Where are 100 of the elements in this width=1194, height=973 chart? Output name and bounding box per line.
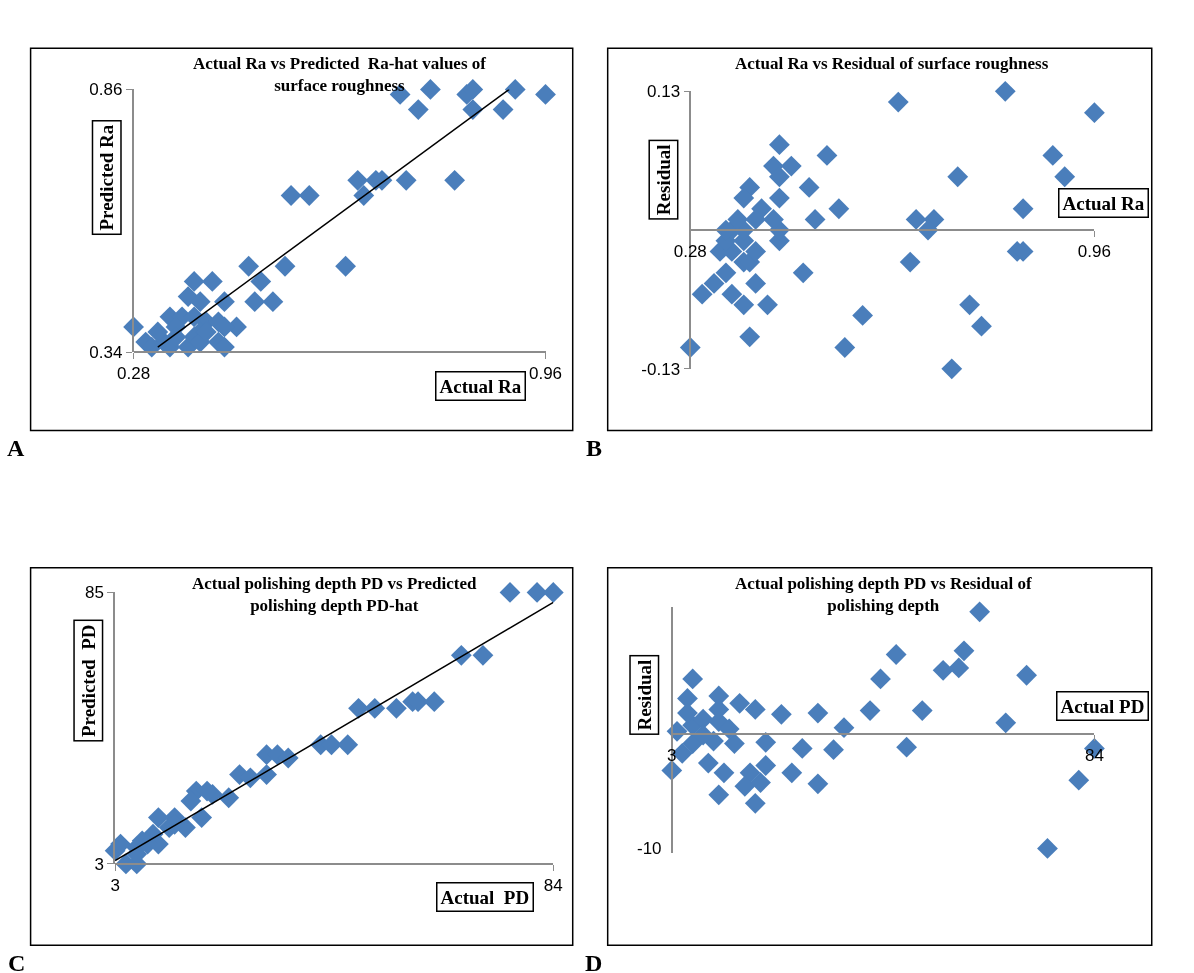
point (250, 271, 272, 292)
point (682, 733, 704, 754)
text: B (586, 435, 603, 461)
point (542, 581, 564, 603)
point (911, 700, 933, 722)
point (180, 790, 202, 812)
point (677, 702, 698, 724)
point (852, 305, 874, 326)
point (420, 79, 441, 100)
point (755, 731, 777, 753)
x-axis-title: Actual Ra (439, 375, 522, 397)
point (682, 668, 704, 690)
y-tick-label: 85 (85, 583, 104, 603)
point (807, 773, 829, 795)
point (1068, 769, 1090, 791)
point (1054, 166, 1076, 188)
y-axis-title: Predicted PD (77, 624, 99, 738)
point (763, 209, 784, 230)
point (770, 703, 792, 725)
point (870, 668, 891, 690)
y-tick-label: 0.34 (89, 343, 123, 363)
point (941, 358, 963, 380)
point (677, 688, 698, 709)
chart-title: Actual Ra vs Residual of surface roughness (735, 54, 1049, 73)
point (1016, 664, 1037, 686)
point (969, 601, 991, 623)
point (713, 762, 735, 784)
point (274, 255, 296, 277)
point (905, 209, 927, 230)
point (526, 581, 548, 603)
point (948, 657, 970, 679)
point (887, 91, 909, 113)
point (504, 79, 526, 100)
point (792, 262, 814, 284)
point (769, 166, 790, 188)
point (953, 640, 975, 662)
point (262, 291, 284, 313)
point (280, 185, 302, 206)
point (238, 255, 260, 277)
point (189, 291, 211, 313)
point (959, 294, 981, 316)
point (703, 273, 725, 294)
point (535, 84, 556, 105)
point (423, 691, 445, 713)
point (755, 755, 777, 776)
y-tick-label: 3 (94, 854, 104, 874)
point (739, 762, 761, 784)
point (750, 772, 771, 793)
x-tick-label: 0.28 (117, 364, 151, 384)
point (971, 315, 992, 337)
point (823, 739, 844, 761)
chart-title: Actual Ra vs Predicted Ra-hat values of surface roughness (193, 54, 487, 96)
point (816, 144, 838, 166)
point (337, 734, 359, 756)
text: C (8, 950, 26, 973)
point (807, 702, 829, 724)
point (472, 644, 494, 666)
point (1012, 198, 1034, 220)
point (201, 271, 223, 292)
point (744, 792, 766, 814)
point (407, 99, 429, 121)
point (499, 581, 521, 603)
point (191, 807, 213, 828)
point (781, 762, 803, 784)
point (994, 80, 1016, 102)
point (729, 692, 751, 714)
point (715, 262, 737, 284)
point (353, 185, 375, 206)
point (444, 169, 466, 191)
point (183, 271, 205, 292)
point (734, 775, 756, 797)
text: A (7, 435, 25, 461)
point (885, 644, 907, 665)
point (995, 712, 1017, 734)
point (244, 291, 266, 313)
x-tick-label: 0.96 (528, 364, 563, 384)
point (791, 738, 813, 759)
point (947, 166, 969, 188)
point (450, 644, 472, 666)
text: D (585, 950, 603, 973)
point (347, 169, 369, 191)
y-tick-label: -0.13 (641, 359, 681, 379)
x-axis-title: Actual PD (1060, 695, 1145, 717)
point (745, 273, 767, 294)
point (744, 699, 766, 720)
point (769, 187, 790, 209)
point (896, 736, 917, 758)
y-axis-title: Residual (652, 144, 674, 216)
y-axis-title: Residual (633, 659, 655, 731)
point (899, 251, 921, 273)
y-tick-label: 0.13 (647, 82, 681, 102)
chart-title: Actual polishing depth PD vs Predicted polishing depth PD-hat (192, 574, 477, 616)
point (932, 659, 954, 681)
point (798, 177, 820, 198)
point (745, 209, 767, 230)
point (492, 99, 514, 121)
point (859, 700, 881, 722)
chart-title: Actual polishing depth PD vs Residual of polishing depth (735, 574, 1032, 616)
point (780, 155, 802, 177)
point (348, 697, 369, 719)
